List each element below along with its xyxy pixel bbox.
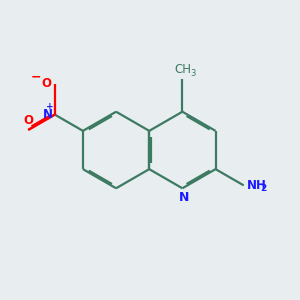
Text: N: N xyxy=(43,108,53,121)
Text: +: + xyxy=(46,102,53,111)
Text: 2: 2 xyxy=(260,184,266,194)
Text: CH: CH xyxy=(174,63,191,76)
Text: 3: 3 xyxy=(190,69,196,78)
Text: O: O xyxy=(41,77,51,91)
Text: N: N xyxy=(179,190,189,204)
Text: NH: NH xyxy=(247,179,266,192)
Text: O: O xyxy=(23,114,33,127)
Text: −: − xyxy=(31,71,41,84)
